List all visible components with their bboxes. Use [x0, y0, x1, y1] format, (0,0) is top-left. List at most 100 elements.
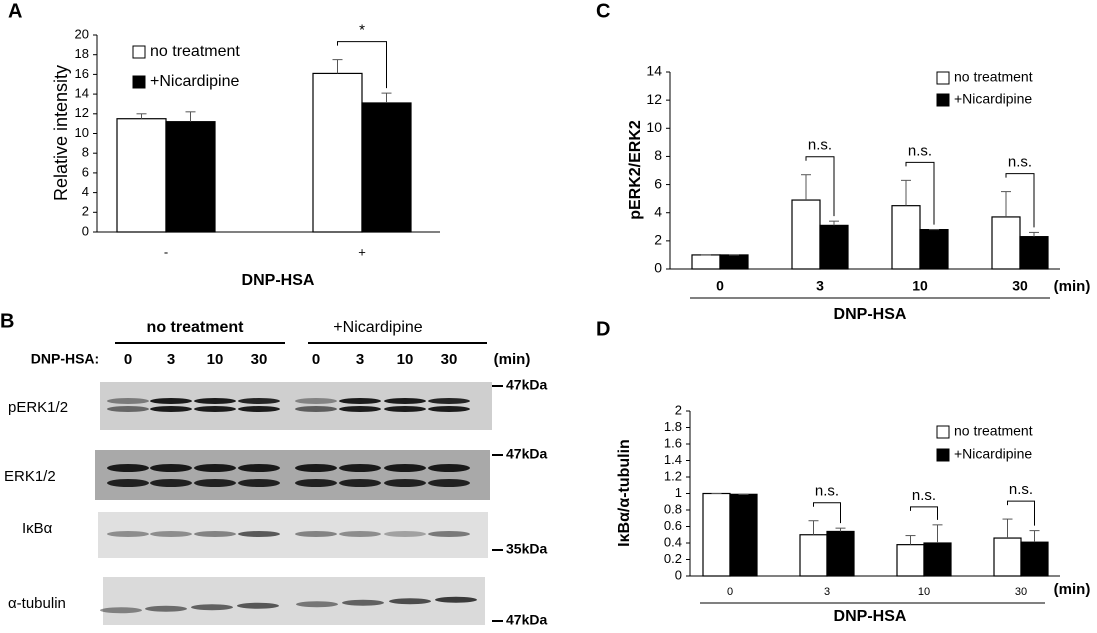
row-label: ERK1/2: [4, 468, 56, 485]
panel-label: B: [0, 310, 14, 332]
y-tick-label: 14: [646, 63, 662, 79]
band: [339, 398, 381, 404]
error-bar: [801, 174, 811, 201]
y-tick-label: 0.4: [664, 534, 682, 549]
y-tick-label: 10: [75, 125, 89, 140]
y-tick-label: 0: [82, 223, 89, 238]
x-tick-label: 30: [1012, 278, 1028, 294]
band: [435, 596, 477, 603]
y-tick-label: 1.6: [664, 435, 682, 450]
band: [339, 531, 381, 537]
band: [194, 479, 236, 487]
band: [107, 531, 149, 537]
lane-label: 3: [167, 351, 175, 368]
band: [100, 607, 142, 614]
bar: [312, 72, 363, 233]
significance-label: n.s.: [1008, 154, 1032, 171]
lane-label: 0: [312, 351, 320, 368]
lane-label: 0: [124, 351, 132, 368]
legend-swatch: [936, 425, 950, 439]
blot-strip: [98, 512, 488, 558]
band: [339, 406, 381, 412]
band: [295, 406, 337, 412]
y-tick-label: 1.2: [664, 468, 682, 483]
legend-swatch: [936, 71, 950, 85]
band: [339, 464, 381, 472]
y-axis-label: Relative intensity: [51, 65, 71, 201]
y-tick-label: 6: [654, 175, 662, 191]
bar: [923, 542, 952, 577]
bar: [165, 121, 216, 233]
error-bar: [332, 59, 343, 74]
x-axis-label: DNP-HSA: [834, 608, 907, 625]
significance-bracket: [910, 506, 938, 520]
significance-label: n.s.: [912, 487, 936, 504]
lane-unit: (min): [494, 351, 531, 368]
y-tick-label: 18: [75, 46, 89, 61]
band: [295, 531, 337, 537]
x-unit: (min): [1054, 278, 1091, 295]
lane-label: 3: [356, 351, 364, 368]
bar: [361, 102, 412, 233]
x-tick-label: +: [358, 244, 366, 259]
band: [384, 406, 426, 412]
bar: [993, 537, 1022, 577]
bar: [819, 224, 849, 270]
bar: [919, 229, 949, 270]
band: [295, 479, 337, 487]
significance-bracket: [805, 156, 835, 217]
row-label: IκBα: [22, 520, 53, 537]
lane-label: 10: [397, 351, 414, 368]
legend-swatch: [936, 448, 950, 462]
band: [295, 398, 337, 404]
bar: [826, 530, 855, 577]
legend-swatch: [936, 93, 950, 107]
bar: [791, 199, 821, 270]
significance-label: n.s.: [815, 483, 839, 500]
x-tick-label: 3: [824, 586, 830, 598]
band: [384, 479, 426, 487]
significance-bracket: [1005, 173, 1035, 228]
significance-label: n.s.: [808, 137, 832, 154]
blot-strip: [95, 450, 490, 500]
bar: [719, 254, 749, 270]
group-label: +Nicardipine: [333, 319, 422, 336]
row-label: α-tubulin: [8, 595, 66, 612]
x-unit: (min): [1054, 581, 1091, 598]
band: [428, 479, 470, 487]
y-tick-label: 4: [82, 184, 89, 199]
error-bar: [381, 92, 392, 103]
significance-bracket: [1007, 500, 1035, 526]
x-tick-label: 30: [1015, 586, 1027, 598]
error-bar: [1001, 191, 1011, 217]
legend-label: no treatment: [954, 69, 1033, 85]
bar: [991, 216, 1021, 270]
band: [145, 605, 187, 612]
x-tick-label: 10: [918, 586, 930, 598]
band: [428, 464, 470, 472]
y-tick-label: 0.6: [664, 518, 682, 533]
band: [339, 479, 381, 487]
legend-label: +Nicardipine: [150, 73, 239, 90]
y-tick-label: 2: [654, 232, 662, 248]
x-tick-label: 0: [727, 586, 733, 598]
y-tick-label: 2: [675, 402, 682, 417]
error-bar: [136, 113, 147, 119]
band: [238, 406, 280, 412]
y-tick-label: 14: [75, 86, 89, 101]
bar: [1020, 541, 1049, 577]
band: [191, 604, 233, 611]
marker-label: 47kDa: [506, 446, 547, 462]
y-tick-label: 0: [675, 567, 682, 582]
y-tick-label: 1: [675, 485, 682, 500]
x-tick-label: 0: [716, 278, 724, 294]
lane-label: 30: [251, 351, 268, 368]
significance-label: n.s.: [908, 142, 932, 159]
band: [384, 464, 426, 472]
band: [384, 398, 426, 404]
legend-swatch: [132, 75, 146, 89]
band: [384, 531, 426, 537]
marker-label: 47kDa: [506, 612, 547, 628]
bar: [1019, 236, 1049, 270]
error-bar: [185, 111, 196, 122]
